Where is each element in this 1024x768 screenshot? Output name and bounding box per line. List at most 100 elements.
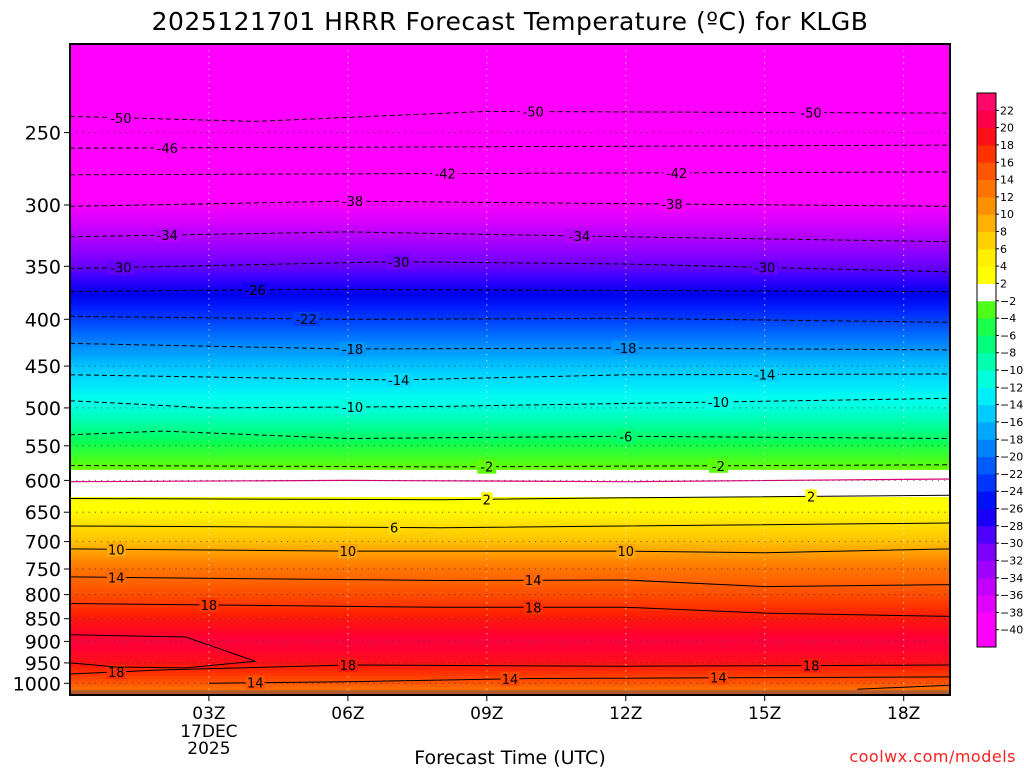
isotherm-label: 10	[108, 543, 125, 558]
temperature-band	[70, 442, 950, 447]
isotherm-label-bg	[612, 341, 639, 355]
temperature-band	[70, 209, 950, 213]
isotherm-line	[70, 231, 950, 243]
temperature-band	[70, 366, 950, 371]
temperature-band	[70, 548, 950, 552]
temperature-band	[70, 204, 950, 208]
isotherm-label: 14	[710, 672, 727, 687]
temperature-band	[70, 646, 950, 650]
y-tick-label: 650	[25, 502, 61, 524]
temperature-band	[70, 632, 950, 636]
isotherm-label: 18	[340, 659, 357, 674]
temperature-band	[70, 114, 950, 118]
colorbar-tick-label: −32	[1000, 554, 1023, 567]
colorbar-swatch	[977, 456, 996, 475]
isotherm-label: 10	[618, 545, 635, 560]
isotherm-label: -22	[296, 313, 317, 328]
credit-text: coolwx.com/models	[849, 747, 1016, 766]
isotherm-label-bg	[339, 400, 366, 414]
temperature-band	[70, 187, 950, 192]
temperature-band	[70, 499, 950, 504]
isotherm-label: -2	[480, 461, 493, 476]
temperature-band	[70, 117, 950, 121]
temperature-band	[70, 667, 950, 672]
temperature-band	[70, 567, 950, 571]
temperature-band	[70, 141, 950, 145]
isotherm-line	[70, 373, 950, 381]
temperature-band	[70, 434, 950, 438]
temperature-band	[70, 334, 950, 338]
temperature-band	[70, 526, 950, 531]
temperature-band	[70, 388, 950, 392]
temperature-band	[70, 619, 950, 623]
temperature-band	[70, 98, 950, 102]
temperature-band	[70, 483, 950, 487]
isotherm-label-bg	[106, 570, 126, 585]
isotherm-label: -10	[708, 396, 729, 411]
temperature-band	[70, 453, 950, 457]
temperature-band	[70, 111, 950, 116]
temperature-band	[70, 206, 950, 211]
colorbar-tick-label: −12	[1000, 381, 1023, 394]
y-tick-label: 500	[25, 398, 61, 420]
ground-layer	[70, 690, 950, 695]
temperature-band	[70, 551, 950, 555]
isotherm-label-bg	[477, 459, 497, 474]
colorbar-swatch	[977, 421, 996, 440]
temperature-band	[70, 174, 950, 178]
temperature-band	[70, 410, 950, 414]
temperature-band	[70, 315, 950, 319]
temperature-band	[70, 84, 950, 88]
temperature-band	[70, 353, 950, 357]
temperature-band	[70, 87, 950, 91]
temperature-band	[70, 46, 950, 51]
colorbar-tick-label: −24	[1000, 485, 1023, 498]
temperature-band	[70, 494, 950, 498]
isotherm-label-bg	[242, 282, 269, 297]
isotherm-label: 14	[525, 574, 542, 589]
colorbar-tick-label: −38	[1000, 606, 1023, 619]
colorbar-tick-label: −16	[1000, 416, 1023, 429]
isotherm-line	[70, 110, 950, 122]
colorbar-swatch	[977, 266, 996, 284]
y-tick-label: 300	[25, 195, 61, 217]
temperature-band	[70, 92, 950, 97]
temperature-band	[70, 518, 950, 522]
temperature-band	[70, 562, 950, 566]
temperature-band	[70, 627, 950, 631]
isotherm-label: 14	[247, 677, 264, 692]
colorbar-tick-label: −4	[1000, 312, 1016, 325]
temperature-band	[70, 290, 950, 295]
y-tick-label: 350	[25, 256, 61, 278]
temperature-band	[70, 228, 950, 232]
temperature-band	[70, 320, 950, 324]
colorbar-swatch	[977, 387, 996, 406]
temperature-band	[70, 570, 950, 574]
isotherm-label-bg	[154, 228, 181, 243]
temperature-band	[70, 613, 950, 617]
isotherm-label-bg	[107, 260, 135, 275]
isotherm-label-bg	[523, 573, 543, 588]
temperature-band	[70, 421, 950, 425]
temperature-band	[70, 147, 950, 151]
temperature-band	[70, 529, 950, 533]
colorbar-swatch	[977, 595, 996, 613]
isotherm-contours: -54-50-50-50-46-42-42-38-38-34-34-30-30-…	[70, 104, 950, 692]
colorbar-swatch	[977, 508, 996, 527]
temperature-band	[70, 65, 950, 70]
temperature-band	[70, 415, 950, 419]
isotherm-label: -34	[157, 229, 178, 244]
colorbar-swatch	[977, 196, 996, 215]
isotherm-label-bg	[388, 520, 400, 535]
temperature-band	[70, 654, 950, 658]
isotherm-label-bg	[107, 110, 135, 125]
temperature-band	[70, 537, 950, 541]
y-tick-label: 250	[25, 123, 61, 145]
temperature-band	[70, 361, 950, 365]
temperature-band	[70, 469, 950, 474]
temperature-band	[70, 130, 950, 135]
temperature-band	[70, 450, 950, 455]
colorbar-swatch	[977, 318, 996, 336]
isotherm-label: 2	[807, 490, 815, 505]
temperature-band	[70, 242, 950, 246]
